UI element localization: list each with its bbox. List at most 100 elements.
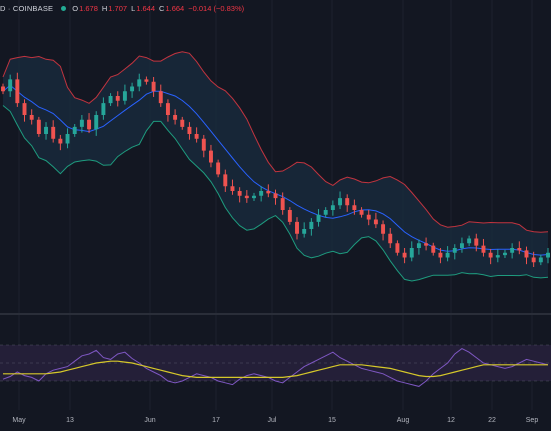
candle-body — [302, 229, 307, 234]
candle-body — [431, 245, 436, 253]
candle — [359, 207, 364, 218]
candle — [101, 97, 106, 120]
candle-body — [474, 238, 479, 246]
candle-body — [158, 91, 163, 104]
candle — [280, 192, 285, 215]
candle — [395, 240, 400, 256]
candle-body — [467, 238, 472, 244]
candle — [137, 73, 142, 92]
candle — [237, 187, 242, 203]
candle — [388, 228, 393, 248]
candle — [316, 209, 321, 227]
close-label: C — [159, 3, 165, 13]
candle — [208, 144, 213, 168]
candle — [503, 249, 507, 258]
candle-body — [366, 214, 371, 220]
candle — [244, 190, 249, 203]
candle-body — [381, 224, 386, 234]
candle-body — [130, 86, 135, 92]
candle-body — [452, 248, 457, 253]
candle-body — [79, 119, 84, 127]
candle-body — [194, 134, 199, 139]
candle — [381, 220, 386, 241]
candle-body — [94, 115, 99, 130]
x-axis-label: Sep — [525, 417, 539, 424]
candle-body — [244, 195, 249, 199]
candle-body — [309, 221, 314, 229]
open-value: 1.678 — [79, 3, 98, 13]
candle — [438, 248, 443, 264]
low-value: 1.644 — [136, 3, 156, 13]
candle — [173, 109, 178, 125]
candle-body — [503, 252, 507, 256]
candle — [287, 207, 292, 225]
candle-body — [373, 219, 378, 225]
candle-body — [252, 195, 256, 199]
x-axis-label: Jun — [144, 417, 156, 424]
candle-body — [1, 86, 5, 92]
candle-body — [531, 257, 536, 263]
candle — [424, 237, 429, 251]
candle-body — [424, 243, 429, 246]
candle — [230, 179, 235, 195]
candle — [373, 212, 378, 229]
candle — [8, 74, 13, 97]
candle — [546, 248, 550, 264]
candle-body — [330, 205, 335, 210]
candle-body — [36, 119, 41, 134]
candle-body — [438, 252, 443, 258]
candle — [44, 122, 48, 140]
x-axis-label: Aug — [396, 417, 410, 424]
candle-body — [180, 119, 185, 127]
bollinger-lower-band — [2, 105, 549, 282]
candle — [273, 189, 278, 205]
low-label: L — [131, 3, 136, 13]
candle-body — [201, 138, 206, 151]
close-value: 1.664 — [165, 3, 185, 13]
candle-body — [8, 79, 13, 92]
candle — [36, 116, 41, 137]
candle-body — [359, 210, 364, 215]
candle — [122, 84, 127, 105]
candle-body — [546, 252, 550, 258]
candle-body — [208, 150, 213, 163]
candle — [72, 124, 77, 137]
candle-body — [115, 96, 120, 101]
candle-body — [295, 221, 299, 234]
candle-body — [216, 162, 221, 175]
candle — [51, 120, 56, 143]
candle-body — [338, 198, 343, 206]
candle-body — [29, 115, 34, 120]
symbol-label[interactable]: D · COINBASE — [0, 3, 54, 13]
candle — [165, 99, 170, 122]
candle-body — [273, 193, 278, 199]
candle — [531, 251, 536, 267]
candle-body — [280, 198, 285, 210]
candle — [409, 241, 414, 262]
candle — [517, 241, 522, 255]
candle-body — [72, 126, 77, 134]
bollinger-band-fill — [3, 51, 548, 281]
high-label: H — [101, 3, 108, 13]
candle-body — [445, 252, 450, 258]
candle-body — [223, 174, 228, 187]
candle-body — [144, 79, 149, 82]
candle — [144, 76, 149, 85]
candle-body — [495, 255, 500, 258]
candle — [158, 84, 163, 107]
candle-body — [416, 243, 421, 248]
x-axis-label: Jul — [267, 417, 277, 424]
x-axis-label: May — [12, 417, 26, 424]
candle-body — [230, 186, 235, 191]
legend-header: D · COINBASE O 1.678 H 1.707 L 1.644 C 1… — [0, 1, 244, 15]
candle-body — [409, 248, 414, 258]
candle-body — [538, 257, 543, 263]
candle-body — [323, 210, 328, 215]
candle — [94, 111, 99, 136]
candle — [216, 159, 221, 178]
candle-body — [481, 245, 486, 253]
candle — [79, 115, 84, 133]
x-axis-label: 15 — [328, 417, 336, 424]
candle-body — [237, 191, 242, 196]
